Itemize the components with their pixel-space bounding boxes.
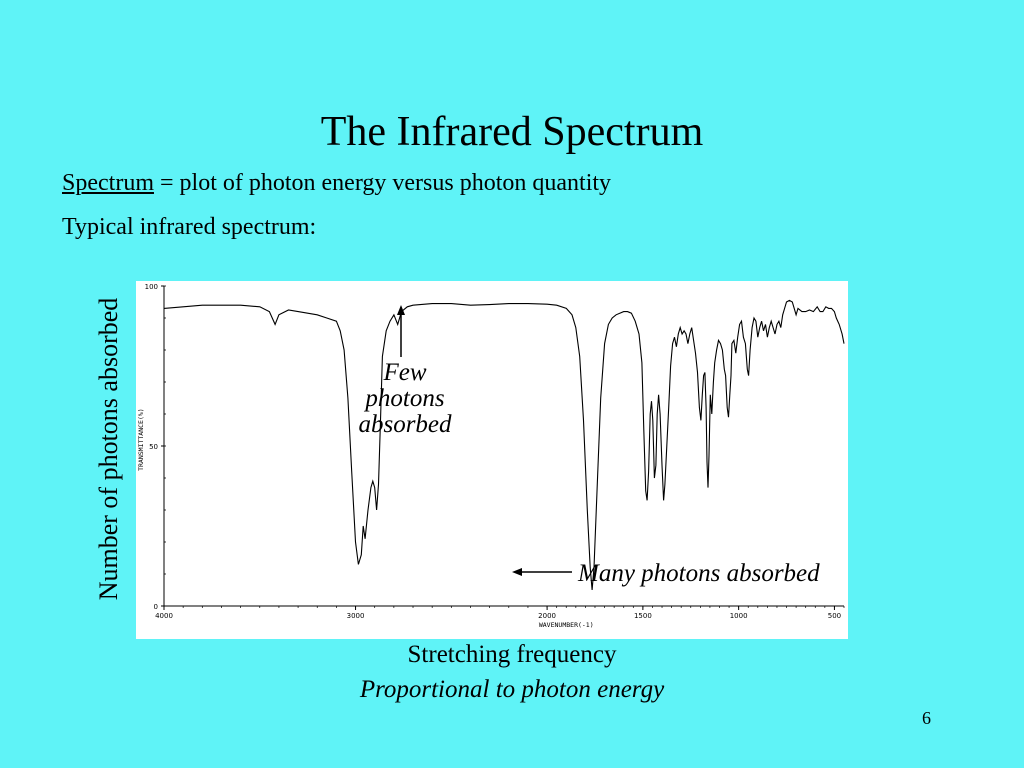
definition-term: Spectrum: [62, 170, 154, 196]
definition-text: = plot of photon energy versus photon qu…: [153, 170, 612, 196]
intro-text: Typical infrared spectrum:: [62, 214, 317, 240]
y-axis-annotation-text: Number of photons absorbed: [94, 297, 123, 601]
x-axis-annotation: Stretching frequency: [407, 641, 617, 668]
few-label-line: photons: [365, 385, 445, 412]
y-axis-label: TRANSMITTANCE(%): [137, 408, 145, 471]
x-tick-label: 1000: [730, 612, 748, 620]
many-arrow-head: [512, 568, 522, 576]
many-photons-label: Many photons absorbed: [578, 560, 820, 587]
y-tick-label: 50: [149, 443, 158, 451]
x-tick-label: 4000: [155, 612, 173, 620]
chart-panel: 100 50 0 4000 3000 2000 1500 1000 500 WAVENUMBER(…: [136, 281, 848, 639]
few-label-line: absorbed: [358, 411, 452, 438]
few-photons-label: Few photons absorbed: [330, 360, 480, 438]
few-label-line: Few: [383, 359, 427, 386]
x-axis-label: WAVENUMBER(-1): [539, 621, 594, 629]
y-tick-label: 100: [145, 283, 158, 291]
few-arrow-head: [397, 305, 405, 315]
x-tick-label: 3000: [347, 612, 365, 620]
y-tick-label: 0: [154, 603, 158, 611]
definition-line: Spectrum = plot of photon energy versus …: [62, 170, 611, 197]
spectrum-line: [163, 299, 845, 591]
x-tick-label: 2000: [538, 612, 556, 620]
slide-title: The Infrared Spectrum: [320, 109, 704, 155]
x-tick-label: 500: [828, 612, 841, 620]
x-axis-subannotation: Proportional to photon energy: [359, 676, 665, 703]
annotation-layer: [397, 305, 572, 576]
x-tick-label: 1500: [634, 612, 652, 620]
page-number: 6: [922, 708, 931, 728]
